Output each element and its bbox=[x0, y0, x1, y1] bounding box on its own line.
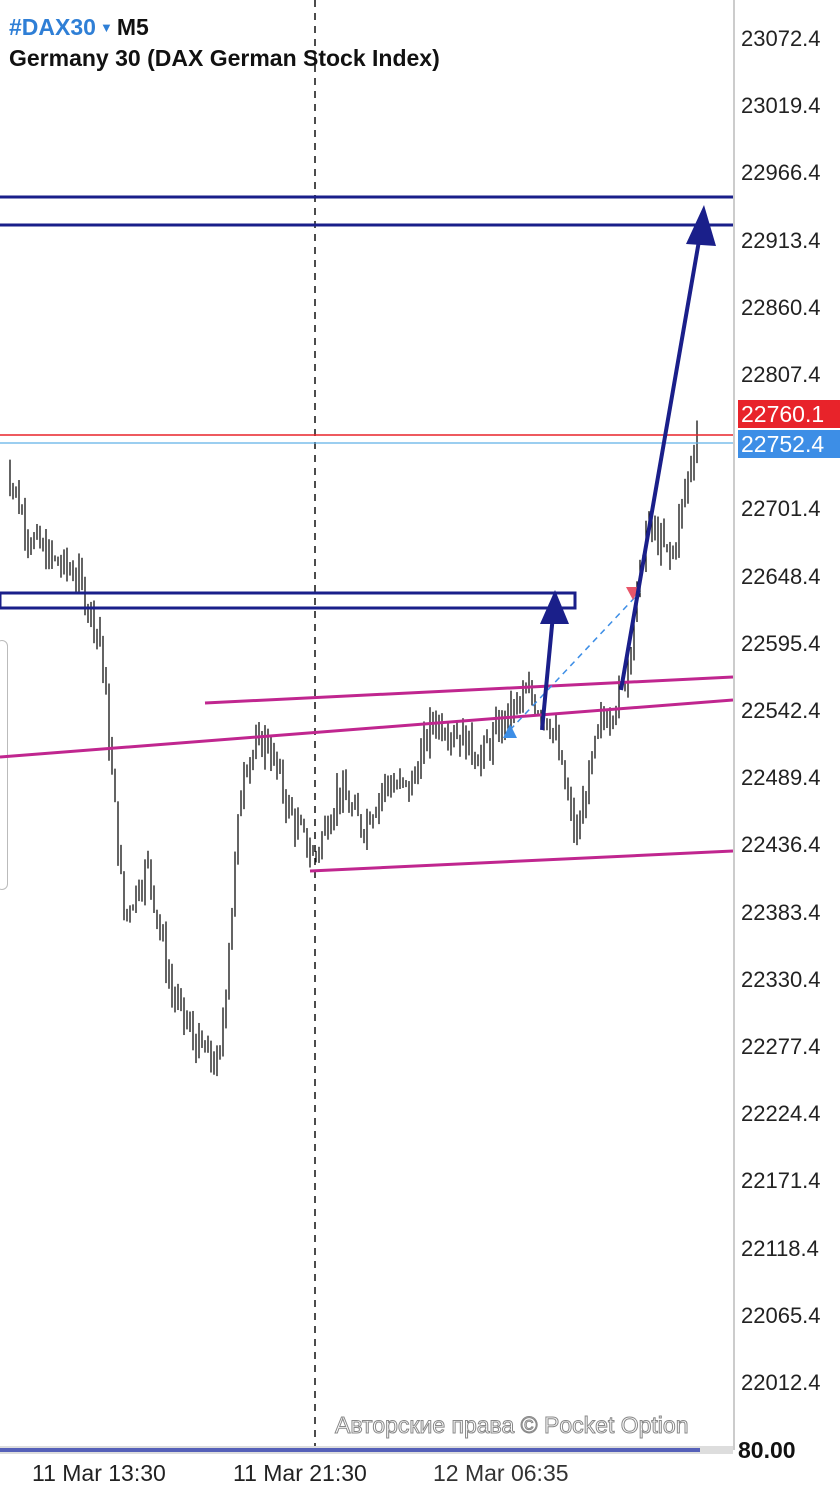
level-zone bbox=[0, 591, 577, 610]
symbol[interactable]: #DAX30 bbox=[9, 14, 96, 40]
price-tick: 22012.4 bbox=[741, 1370, 821, 1395]
instrument-name: Germany 30 (DAX German Stock Index) bbox=[9, 45, 440, 71]
time-label: 11 Mar 21:30 bbox=[233, 1460, 367, 1486]
indicator-value: 80.00 bbox=[738, 1437, 796, 1463]
side-panel-handle[interactable] bbox=[0, 640, 8, 890]
arrow-large-shaft bbox=[619, 234, 702, 691]
price-tick: 22436.4 bbox=[741, 832, 821, 858]
price-tick: 22383.4 bbox=[741, 899, 821, 925]
price-tick: 22065.4 bbox=[741, 1302, 821, 1328]
time-label: 11 Mar 13:30 bbox=[32, 1460, 166, 1486]
price-tick: 22648.4 bbox=[741, 563, 821, 589]
timeframe[interactable]: M5 bbox=[116, 14, 149, 40]
ask-price-label: 22760.1 bbox=[738, 400, 840, 428]
price-tick: 22595.4 bbox=[741, 630, 821, 656]
price-tick: 22966.4 bbox=[741, 160, 821, 186]
price-axis[interactable]: 22012.4 22065.4 22118.4 22171.4 22224.4 22277… bbox=[733, 0, 840, 1450]
price-tick: 22277.4 bbox=[741, 1034, 821, 1059]
price-tick: 22224.4 bbox=[741, 1101, 821, 1127]
trendline-upper bbox=[204, 675, 733, 705]
trendline-middle bbox=[0, 698, 733, 759]
price-tick: 23019.4 bbox=[741, 93, 821, 119]
trade-dashed-line bbox=[509, 591, 641, 731]
price-tick: 22807.4 bbox=[741, 362, 821, 387]
price-tick: 22542.4 bbox=[741, 698, 821, 723]
dropdown-caret-icon[interactable]: ▼ bbox=[99, 20, 113, 35]
price-tick: 22330.4 bbox=[741, 966, 821, 992]
price-tick: 22860.4 bbox=[741, 294, 821, 320]
price-tick: 22701.4 bbox=[741, 496, 821, 522]
watermark: Авторские права © Pocket Option bbox=[335, 1412, 689, 1439]
scrollbar-thumb[interactable] bbox=[0, 1448, 700, 1452]
price-chart[interactable] bbox=[0, 0, 733, 1446]
arrow-small-shaft bbox=[540, 614, 555, 731]
buy-marker-icon bbox=[503, 724, 517, 738]
candles bbox=[9, 420, 698, 1077]
time-label: 12 Mar 06:35 bbox=[433, 1460, 569, 1486]
arrow-large-head-icon bbox=[686, 205, 716, 246]
price-tick: 22118.4 bbox=[741, 1235, 819, 1261]
trendline-lower bbox=[309, 849, 733, 873]
arrow-small-head-icon bbox=[540, 590, 569, 624]
price-tick: 23072.4 bbox=[741, 26, 821, 51]
price-tick: 22171.4 bbox=[741, 1168, 821, 1194]
price-tick: 22913.4 bbox=[741, 227, 821, 253]
symbol-selector[interactable]: #DAX30 ▼ M5 bbox=[9, 14, 149, 41]
current-price-label: 22752.4 bbox=[738, 430, 840, 458]
price-tick: 22489.4 bbox=[741, 765, 821, 791]
